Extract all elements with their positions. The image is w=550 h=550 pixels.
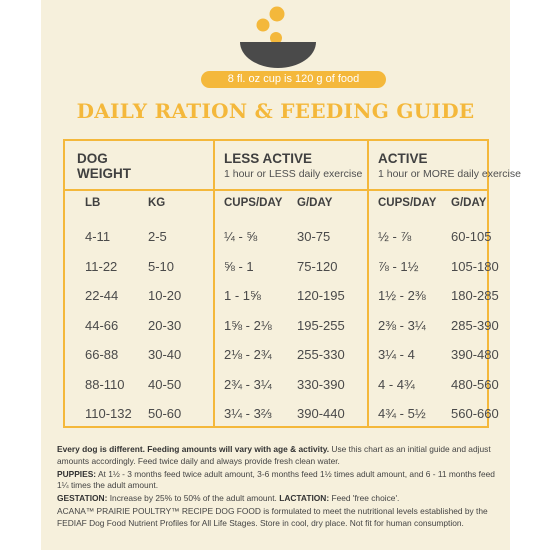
group-header-dog-weight: DOG WEIGHT — [77, 151, 131, 181]
cell-active-grams: 480-560 — [451, 376, 499, 392]
cell-active-grams: 285-390 — [451, 317, 499, 333]
divider — [213, 141, 215, 426]
group-header-less-active: LESS ACTIVE — [224, 151, 313, 166]
feeding-guide-panel: 8 fl. oz cup is 120 g of food DAILY RATI… — [41, 0, 521, 550]
column-header-cups-day: CUPS/DAY — [224, 197, 283, 209]
divider — [65, 189, 487, 191]
cell-lb: 22-44 — [85, 288, 119, 303]
cell-active-cups: 4 - 4¾ — [378, 376, 415, 392]
cell-kg: 20-30 — [148, 317, 182, 333]
cell-lb: 110-132 — [85, 406, 132, 421]
cell-kg: 30-40 — [148, 347, 182, 362]
note-general: Every dog is different. Feeding amounts … — [57, 444, 491, 466]
cell-active-cups: 1½ - 2⅜ — [378, 288, 426, 303]
page-title: DAILY RATION & FEEDING GUIDE — [76, 99, 475, 123]
cell-lb: 66-88 — [85, 347, 119, 362]
cell-active-grams: 60-105 — [451, 229, 492, 244]
cell-active-cups: ½ - ⅞ — [378, 229, 412, 244]
column-header-g-day: G/DAY — [297, 197, 333, 209]
note-formulation: ACANA™ PRAIRIE POULTRY™ RECIPE DOG FOOD … — [57, 506, 488, 529]
cell-lb: 88-110 — [85, 376, 125, 392]
cell-active-grams: 560-660 — [451, 406, 499, 421]
cell-kg: 10-20 — [148, 288, 182, 303]
cell-less-grams: 120-195 — [297, 288, 345, 303]
cell-active-grams: 105-180 — [451, 258, 499, 274]
group-subtitle-less-active: 1 hour or LESS daily exercise — [224, 168, 363, 180]
cell-lb: 4-11 — [85, 229, 111, 244]
cell-less-cups: 2¾ - 3¼ — [224, 376, 272, 392]
cell-less-cups: 3¼ - 3⅔ — [224, 406, 272, 421]
cell-less-grams: 30-75 — [297, 229, 331, 244]
cell-less-grams: 330-390 — [297, 376, 345, 392]
cell-less-grams: 390-440 — [297, 406, 345, 421]
cell-less-cups: ⅝ - 1 — [224, 258, 254, 274]
cell-kg: 40-50 — [148, 376, 182, 392]
column-header-kg: KG — [148, 197, 166, 209]
cell-active-cups: 4¾ - 5½ — [378, 406, 426, 421]
group-subtitle-active: 1 hour or MORE daily exercise — [378, 168, 521, 180]
column-header-g-day: G/DAY — [451, 197, 487, 209]
cell-lb: 11-22 — [85, 258, 118, 274]
cell-active-grams: 180-285 — [451, 288, 499, 303]
divider — [367, 141, 369, 426]
cell-less-cups: 2⅛ - 2¾ — [224, 347, 272, 362]
cell-active-grams: 390-480 — [451, 347, 499, 362]
cell-less-grams: 195-255 — [297, 317, 345, 333]
cell-kg: 5-10 — [148, 258, 175, 274]
food-bowl-icon — [41, 0, 510, 90]
column-header-cups-day: CUPS/DAY — [378, 197, 437, 209]
cell-kg: 2-5 — [148, 229, 167, 244]
group-header-active: ACTIVE — [378, 151, 428, 166]
cell-less-grams: 255-330 — [297, 347, 345, 362]
cell-active-cups: ⅞ - 1½ — [378, 258, 419, 274]
cell-less-cups: 1⅝ - 2⅛ — [224, 317, 272, 333]
cell-less-grams: 75-120 — [297, 258, 338, 274]
cell-active-cups: 3¼ - 4 — [378, 347, 415, 362]
cell-lb: 44-66 — [85, 317, 119, 333]
note-puppies: PUPPIES: At 1½ - 3 months feed twice adu… — [57, 468, 495, 491]
cell-kg: 50-60 — [148, 406, 182, 421]
cell-active-cups: 2⅜ - 3¼ — [378, 317, 426, 333]
cup-weight-tagline: 8 fl. oz cup is 120 g of food — [201, 71, 386, 88]
feeding-notes: Every dog is different. Feeding amounts … — [57, 444, 502, 531]
column-header-lb: LB — [85, 197, 101, 209]
cell-less-cups: 1 - 1⅝ — [224, 288, 261, 303]
feeding-table: DOG WEIGHT LESS ACTIVE 1 hour or LESS da… — [63, 139, 521, 428]
cell-less-cups: ¼ - ⅝ — [224, 229, 258, 244]
note-gestation-lactation: GESTATION: Increase by 25% to 50% of the… — [57, 493, 400, 504]
